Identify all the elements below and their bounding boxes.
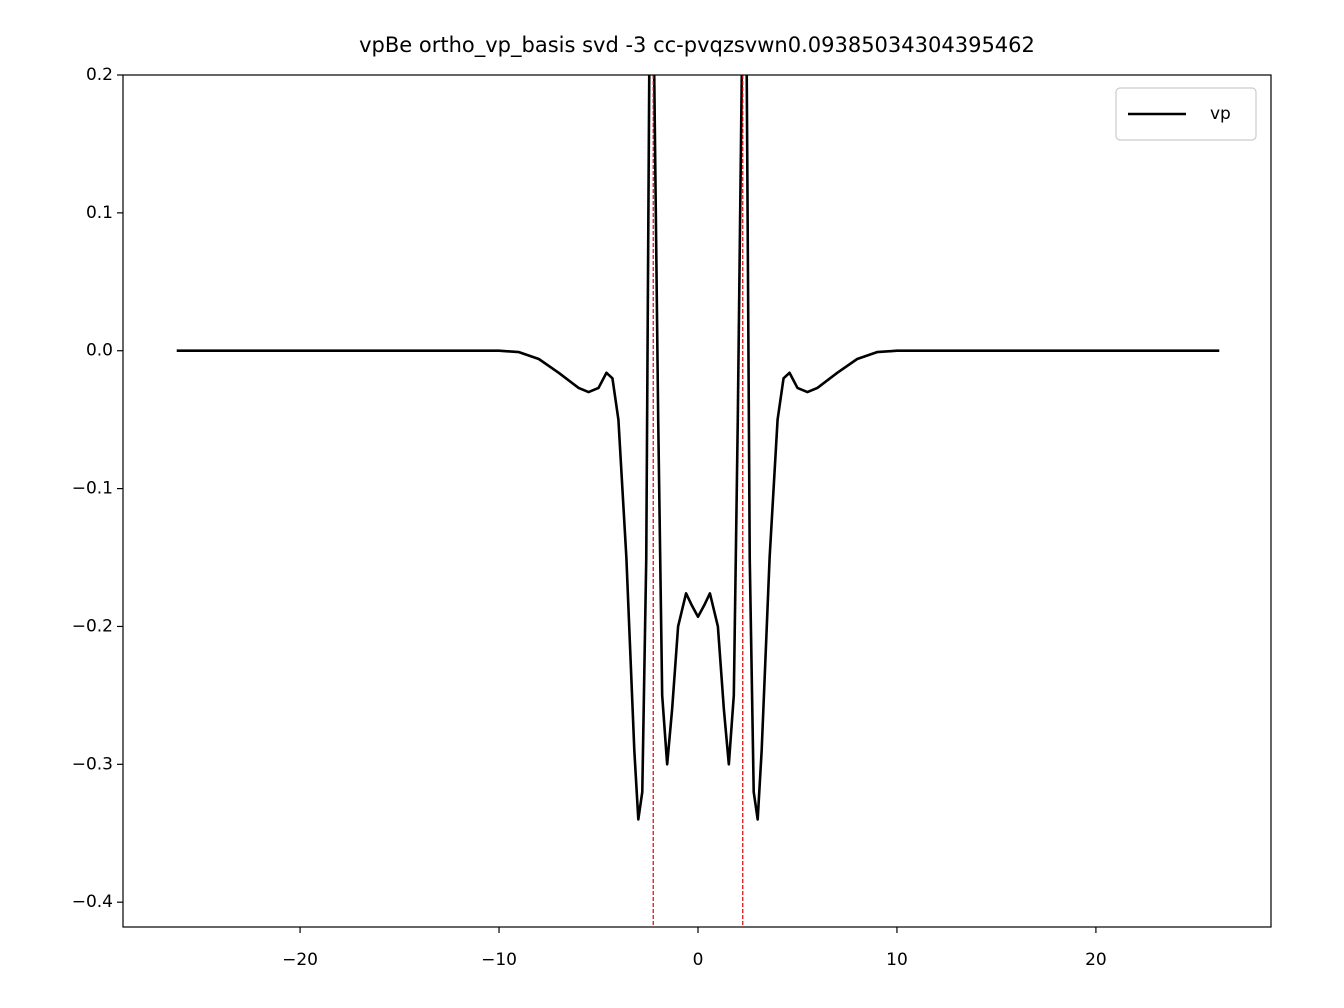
line — [176, 75, 1220, 821]
legend-label: vp — [1210, 104, 1231, 124]
x-tick-label: 10 — [886, 950, 908, 970]
plot-frame — [122, 74, 1272, 928]
x-tick-label: −10 — [481, 950, 517, 970]
x-tick-label: −20 — [282, 950, 318, 970]
x-tick-label: 0 — [693, 950, 704, 970]
chart-title: vpBe ortho_vp_basis svd -3 cc-pvqzsvwn0.… — [359, 33, 1035, 58]
x-tick-label: 20 — [1085, 950, 1107, 970]
plot-area — [176, 75, 1220, 927]
y-tick-label: 0.1 — [86, 203, 113, 223]
y-tick-label: 0.0 — [86, 341, 113, 361]
y-tick-label: −0.4 — [72, 892, 113, 912]
y-tick-label: −0.3 — [72, 754, 113, 774]
y-tick-label: −0.1 — [72, 479, 113, 499]
y-tick-label: −0.2 — [72, 616, 113, 636]
y-tick-label: 0.2 — [86, 65, 113, 85]
